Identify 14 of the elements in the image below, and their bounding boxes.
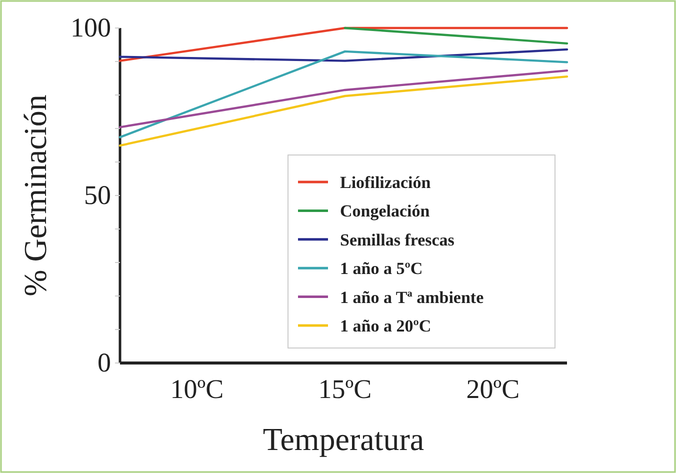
legend-label: 1 año a 20ºC xyxy=(340,316,432,336)
legend-label: Liofilización xyxy=(340,172,432,192)
legend-label: 1 año a 5ºC xyxy=(340,259,423,278)
legend-label: 1 año a Tª ambiente xyxy=(340,288,484,307)
y-axis-title: % Germinación xyxy=(17,94,53,296)
y-tick-label: 0 xyxy=(98,348,111,378)
legend-label: Congelación xyxy=(340,202,430,221)
x-tick-label: 10ºC xyxy=(170,374,224,404)
y-tick-label: 50 xyxy=(84,180,111,210)
legend-label: Semillas frescas xyxy=(340,230,455,250)
x-tick-label: 15ºC xyxy=(318,374,372,404)
y-tick-label: 100 xyxy=(70,12,111,43)
x-tick-label: 20ºC xyxy=(466,374,520,404)
x-axis-title: Temperatura xyxy=(262,421,424,457)
